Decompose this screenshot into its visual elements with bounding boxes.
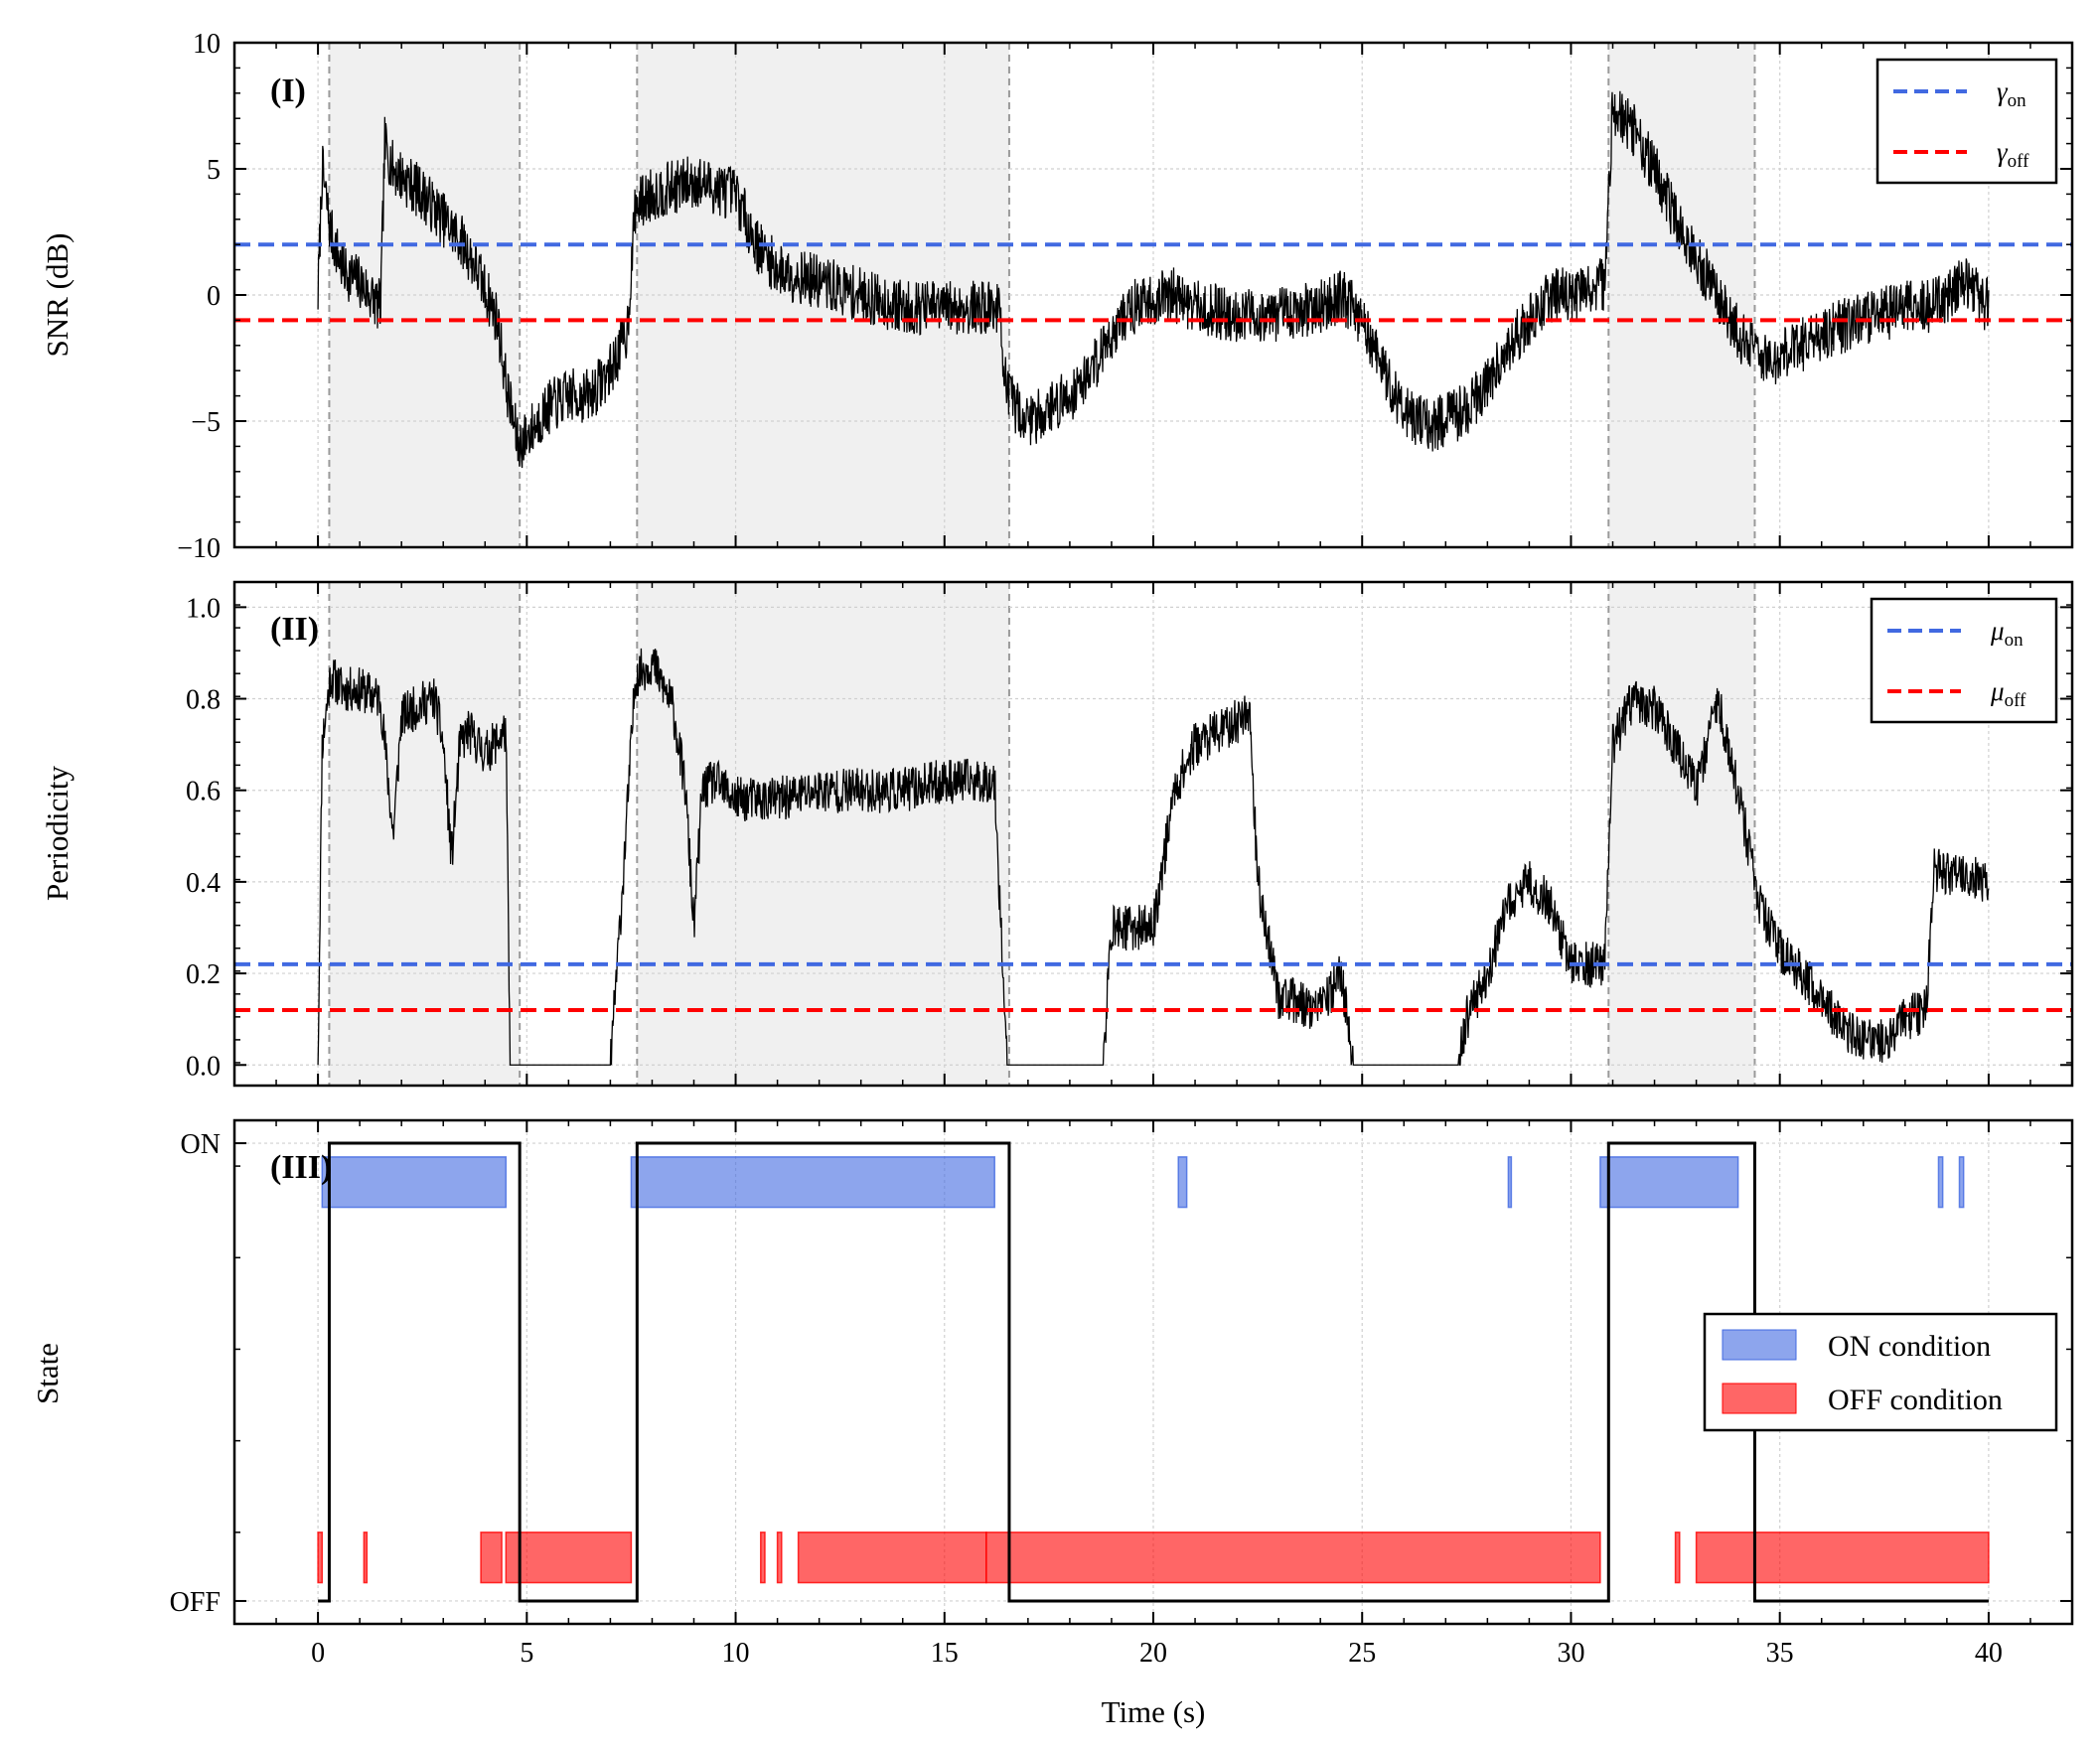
legend-gamma-on-symbol: γ	[1997, 76, 2009, 106]
y-tick-label: OFF	[170, 1587, 221, 1618]
y-tick-label: 1.0	[186, 593, 221, 624]
on-interval-span	[637, 43, 1009, 547]
series-line	[317, 648, 1990, 1066]
off-condition-bar	[760, 1532, 766, 1584]
on-interval-span	[1608, 582, 1755, 1086]
panel3-legend: ON condition OFF condition	[1703, 1312, 2058, 1432]
panel1-ylabel: SNR (dB)	[40, 233, 75, 358]
on-condition-bar	[630, 1156, 995, 1209]
off-condition-bar	[317, 1532, 324, 1584]
legend-gamma-off-sub: off	[2008, 151, 2029, 172]
state-line	[318, 1141, 1989, 1603]
x-tick-label: 35	[1766, 1638, 1794, 1669]
legend-gamma-on-sub: on	[2008, 90, 2027, 111]
y-tick-label: 0.6	[186, 777, 221, 807]
on-condition-bar	[1507, 1156, 1513, 1209]
on-condition-bar	[1177, 1156, 1188, 1209]
legend-gamma-on-label: γon	[1997, 76, 2026, 111]
legend-mu-on-sub: on	[2005, 630, 2025, 651]
off-condition-bar	[985, 1532, 1601, 1584]
panel1-legend: γon γoff	[1875, 58, 2058, 185]
panel2-ylabel: Periodicity	[40, 765, 75, 901]
periodicity-trace	[317, 648, 1990, 1066]
legend-mu-on-label: μon	[1990, 616, 2024, 651]
off-condition-bar	[776, 1532, 783, 1584]
y-tick-label: 10	[193, 29, 221, 60]
legend-on-condition-label: ON condition	[1828, 1330, 1991, 1363]
y-tick-label: ON	[181, 1129, 221, 1160]
off-condition-bar	[797, 1532, 987, 1584]
snr-thresholds	[234, 242, 2072, 323]
legend-gamma-off-label: γoff	[1997, 137, 2029, 172]
y-tick-label: 0	[207, 281, 221, 312]
panel3-label: (III)	[270, 1149, 332, 1186]
on-condition-bar	[1937, 1156, 1944, 1209]
panel2-ticks: 0.0 0.2 0.4 0.6 0.8 1.0	[186, 582, 2072, 1087]
on-condition-bar	[1599, 1156, 1739, 1209]
legend-mu-off-sub: off	[2005, 690, 2026, 711]
y-tick-label: −10	[177, 533, 221, 564]
x-tick-label: 40	[1975, 1638, 2003, 1669]
y-tick-label: −5	[191, 407, 221, 438]
y-tick-label: 0.0	[186, 1051, 221, 1082]
legend-off-condition-swatch	[1722, 1383, 1797, 1414]
legend-gamma-off-symbol: γ	[1997, 137, 2009, 167]
x-tick-label: 30	[1557, 1638, 1584, 1669]
off-condition-bar	[363, 1532, 369, 1584]
panel1-ticks: −10 −5 0 5 10	[177, 29, 2072, 564]
legend-mu-off-symbol: μ	[1990, 676, 2005, 706]
x-tick-label: 20	[1139, 1638, 1167, 1669]
off-condition-bar	[1674, 1532, 1681, 1584]
panel1-label: (I)	[270, 73, 306, 109]
on-condition-bar	[321, 1156, 508, 1209]
legend-mu-on-symbol: μ	[1990, 616, 2005, 646]
x-tick-label: 15	[931, 1638, 959, 1669]
x-tick-label: 0	[311, 1638, 325, 1669]
legend-on-condition-swatch	[1722, 1329, 1797, 1361]
on-interval-span	[329, 582, 521, 1086]
x-tick-label: 5	[520, 1638, 533, 1669]
y-tick-label: 0.2	[186, 959, 221, 990]
panel2-legend-box	[1870, 597, 2058, 724]
panel3-ticks: OFF ON 0 5 10 15 20 25 30 35 40	[170, 1120, 2072, 1669]
panel1-legend-box	[1875, 58, 2058, 185]
periodicity-thresholds	[234, 961, 2072, 1012]
panel2-legend: μon μoff	[1870, 597, 2058, 724]
on-condition-bar	[1958, 1156, 1965, 1209]
state-trace	[318, 1141, 1989, 1603]
y-tick-label: 5	[207, 155, 221, 186]
condition-bars	[317, 1156, 1990, 1584]
y-tick-label: 0.4	[186, 868, 221, 899]
series-line	[317, 90, 1990, 469]
x-axis-label: Time (s)	[1102, 1694, 1206, 1729]
periodicity-panel: 0.0 0.2 0.4 0.6 0.8 1.0 (II) Periodicity μon …	[40, 580, 2074, 1088]
x-tick-label: 10	[722, 1638, 750, 1669]
snr-trace	[317, 90, 1990, 469]
state-panel: OFF ON 0 5 10 15 20 25 30 35 40 (III) State Time (…	[30, 1118, 2074, 1729]
panel3-ylabel: State	[30, 1343, 65, 1404]
panel2-label: (II)	[270, 611, 319, 648]
legend-mu-off-label: μoff	[1990, 676, 2026, 711]
y-tick-label: 0.8	[186, 685, 221, 716]
off-condition-bar	[480, 1532, 503, 1584]
off-condition-bar	[505, 1532, 633, 1584]
off-condition-bar	[1695, 1532, 1990, 1584]
legend-off-condition-label: OFF condition	[1828, 1384, 2003, 1416]
x-tick-label: 25	[1348, 1638, 1376, 1669]
